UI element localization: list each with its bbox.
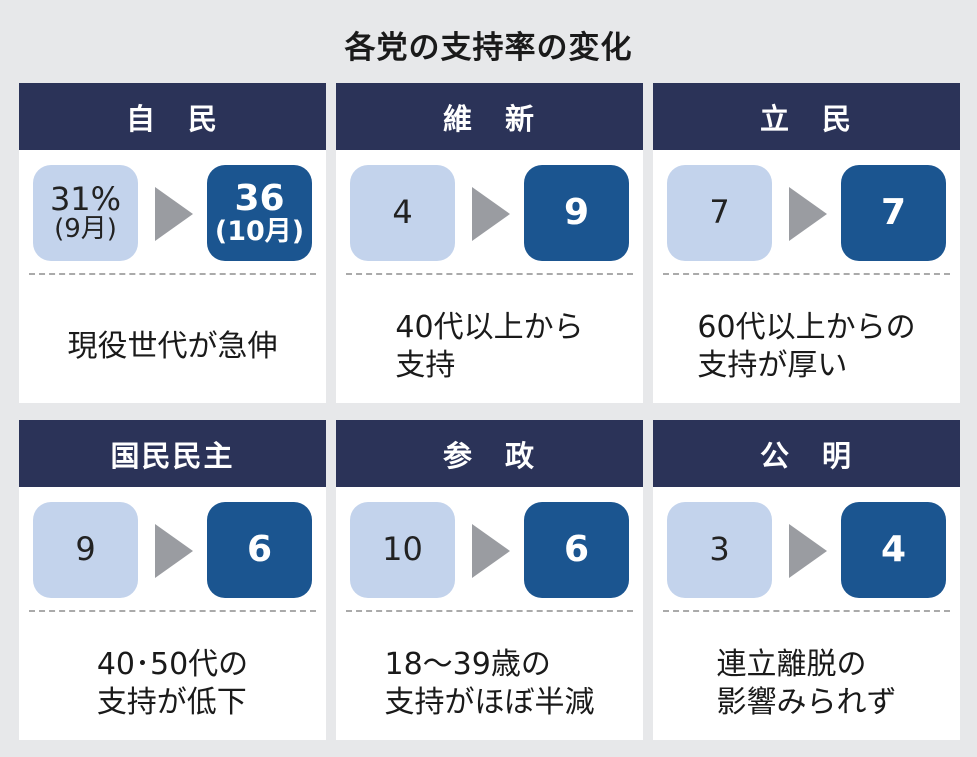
october-rate: 6	[524, 502, 629, 598]
arrow-right-icon	[472, 187, 510, 241]
september-rate: 10	[350, 502, 455, 598]
party-name: 参 政	[336, 420, 643, 487]
rate-value: 3	[709, 530, 730, 569]
party-name: 自 民	[19, 83, 326, 150]
note: 40代以上から 支持	[395, 310, 584, 383]
party-card: 自 民 31% (9月) 36 (10月) 現役世代が急伸	[19, 83, 326, 403]
month-label: (10月)	[214, 215, 305, 247]
party-name: 維 新	[336, 83, 643, 150]
rate-value: 7	[709, 193, 730, 232]
rate-value: 9	[563, 192, 590, 234]
party-card: 立 民 7 7 60代以上からの 支持が厚い	[653, 83, 960, 403]
rate-value: 6	[563, 529, 590, 571]
divider	[346, 610, 633, 612]
arrow-right-icon	[789, 524, 827, 578]
september-rate: 3	[667, 502, 772, 598]
rate-value: 31%	[49, 179, 122, 218]
divider	[663, 273, 950, 275]
party-card: 公 明 3 4 連立離脱の 影響みられず	[653, 420, 960, 740]
october-rate: 9	[524, 165, 629, 261]
note: 現役世代が急伸	[67, 328, 278, 364]
rate-value: 36	[234, 177, 285, 219]
rate-value: 6	[246, 529, 273, 571]
note: 60代以上からの 支持が厚い	[697, 310, 916, 383]
note: 40･50代の 支持が低下	[96, 647, 249, 720]
party-name: 立 民	[653, 83, 960, 150]
september-rate: 7	[667, 165, 772, 261]
october-rate: 6	[207, 502, 312, 598]
arrow-right-icon	[789, 187, 827, 241]
september-rate: 31% (9月)	[33, 165, 138, 261]
party-name: 公 明	[653, 420, 960, 487]
party-name: 国民民主	[19, 420, 326, 487]
party-card: 維 新 4 9 40代以上から 支持	[336, 83, 643, 403]
divider	[29, 273, 316, 275]
page-title: 各党の支持率の変化	[344, 30, 633, 66]
october-rate: 7	[841, 165, 946, 261]
rate-value: 10	[382, 530, 423, 569]
october-rate: 4	[841, 502, 946, 598]
party-card: 参 政 10 6 18～39歳の 支持がほぼ半減	[336, 420, 643, 740]
arrow-right-icon	[155, 524, 193, 578]
divider	[346, 273, 633, 275]
party-card: 国民民主 9 6 40･50代の 支持が低下	[19, 420, 326, 740]
note: 18～39歳の 支持がほぼ半減	[384, 647, 595, 720]
month-label: (9月)	[54, 214, 117, 245]
note: 連立離脱の 影響みられず	[716, 647, 897, 720]
rate-value: 4	[880, 529, 907, 571]
divider	[663, 610, 950, 612]
rate-value: 4	[392, 193, 413, 232]
divider	[29, 610, 316, 612]
arrow-right-icon	[472, 524, 510, 578]
september-rate: 9	[33, 502, 138, 598]
arrow-right-icon	[155, 187, 193, 241]
rate-value: 9	[75, 530, 96, 569]
october-rate: 36 (10月)	[207, 165, 312, 261]
rate-value: 7	[880, 192, 907, 234]
september-rate: 4	[350, 165, 455, 261]
